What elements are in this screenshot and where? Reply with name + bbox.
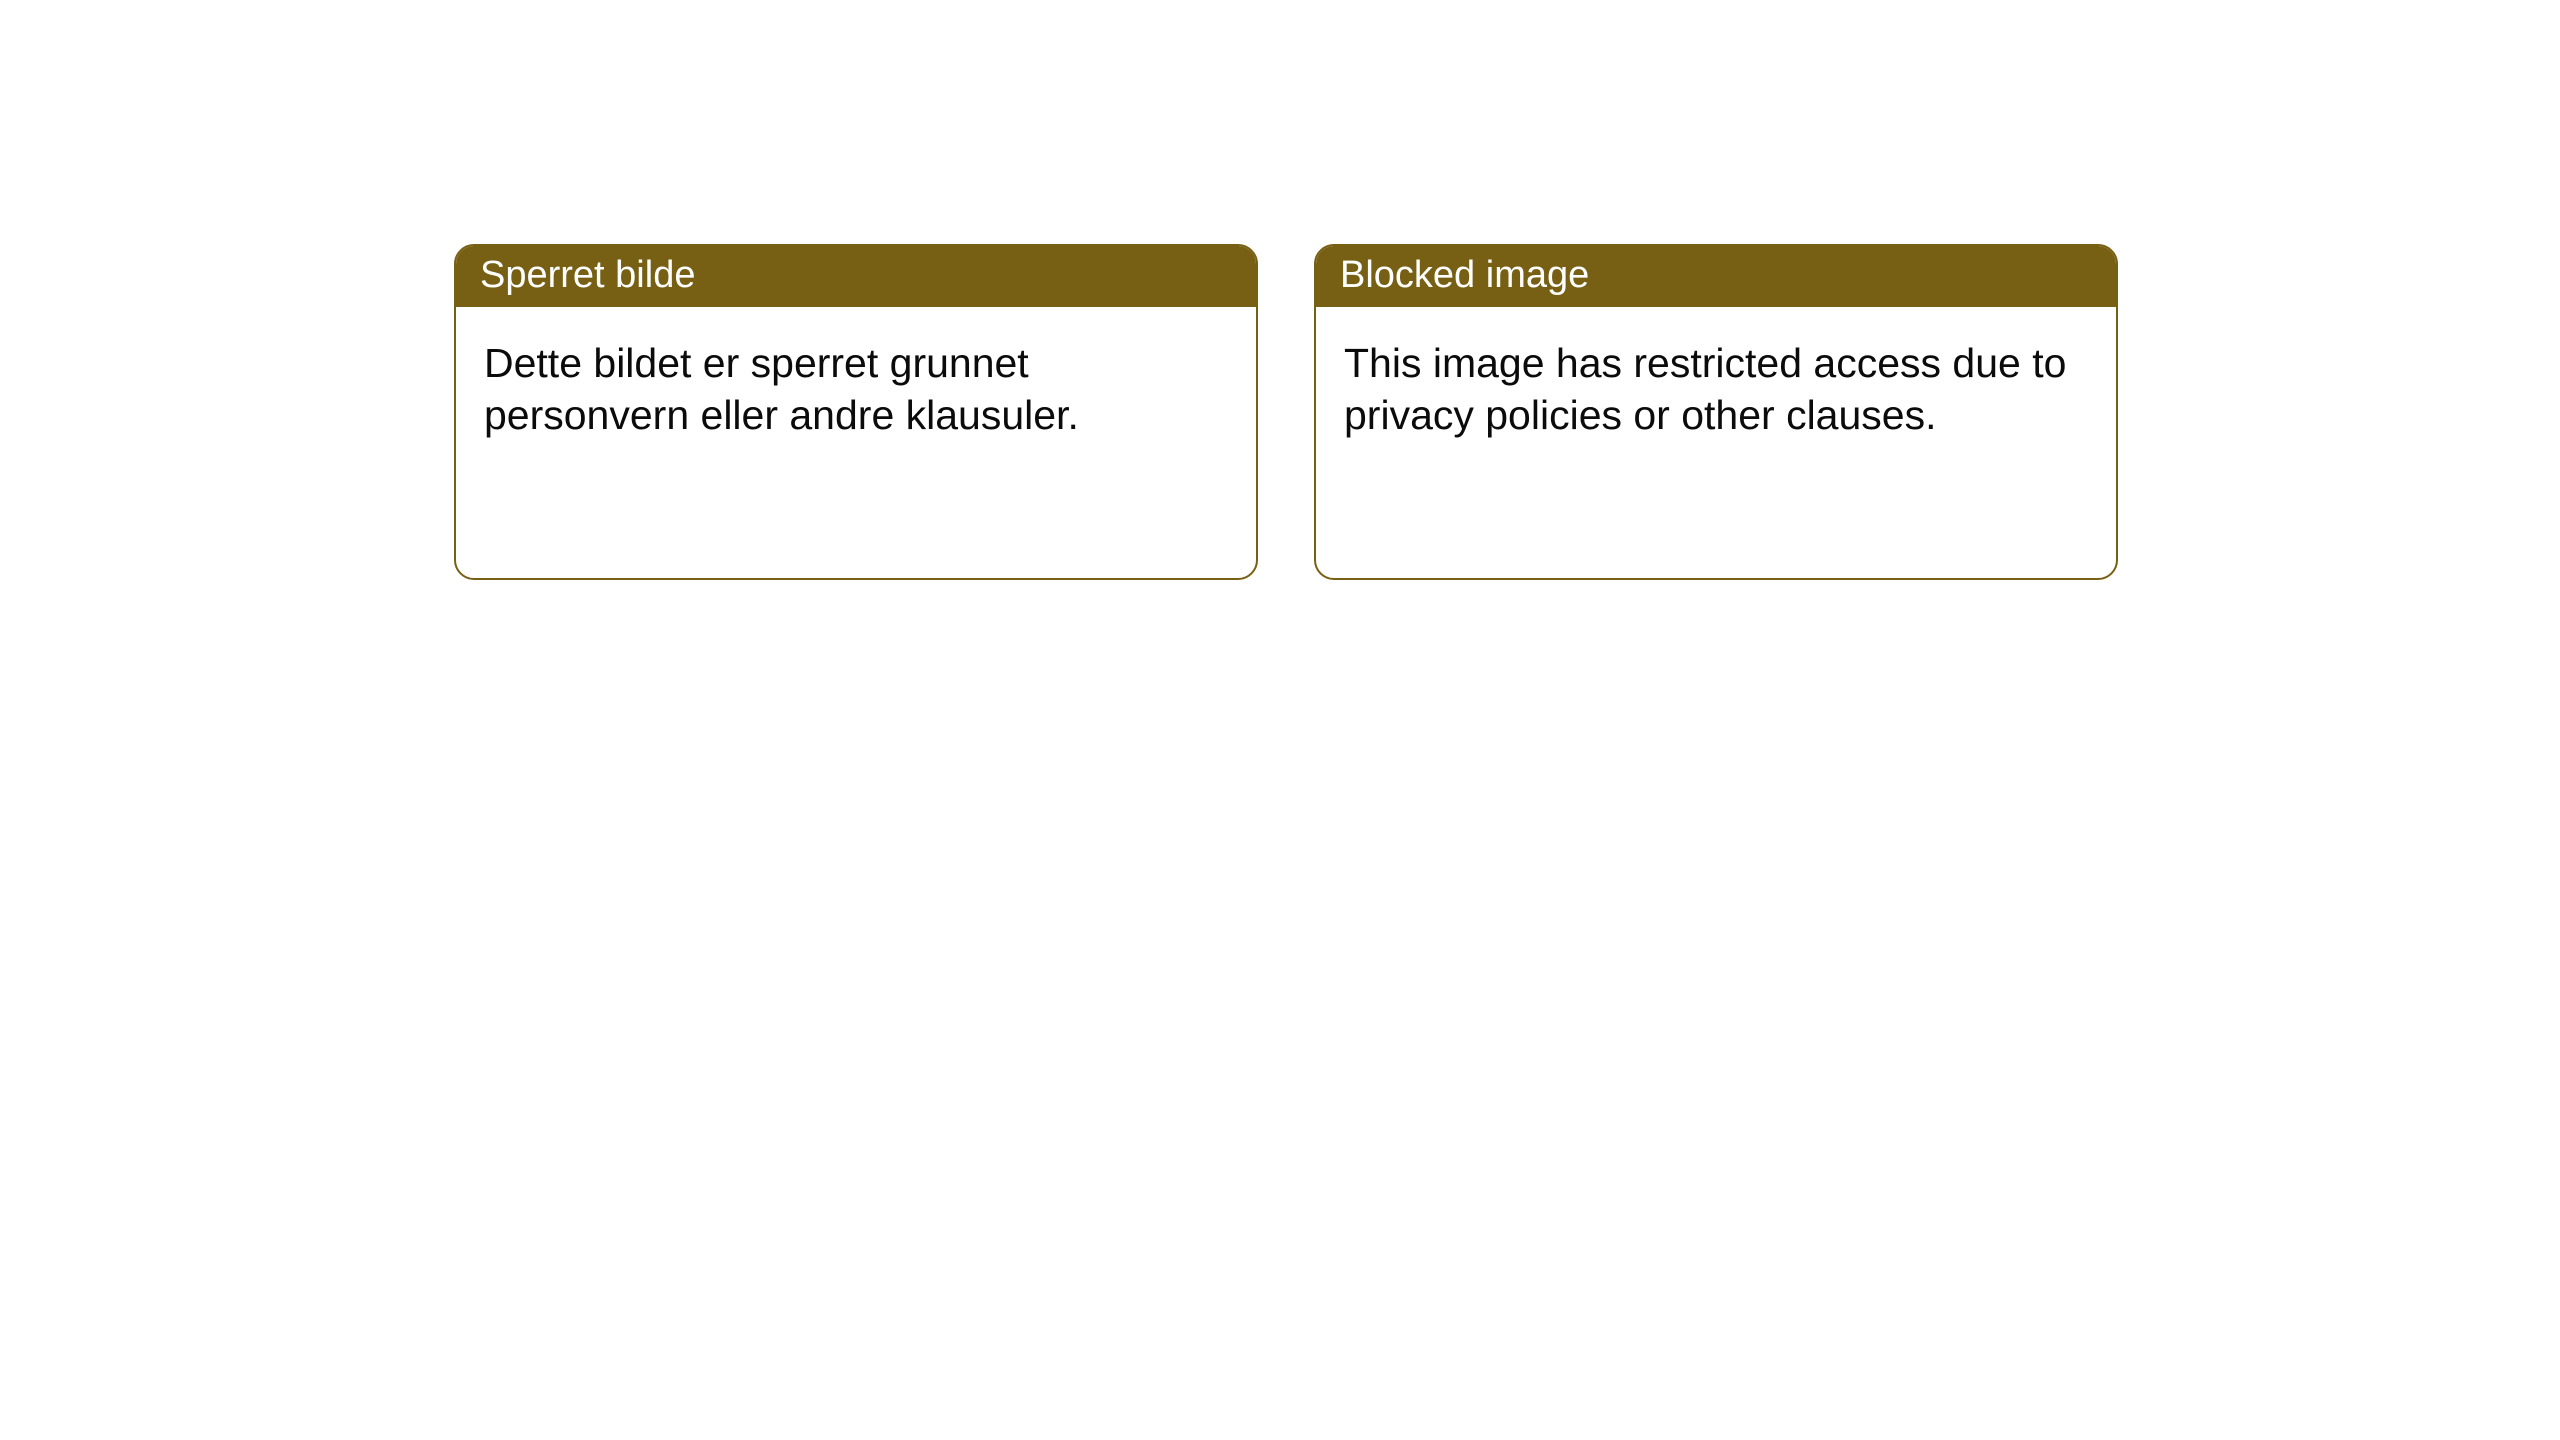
- notice-header-norwegian: Sperret bilde: [456, 246, 1256, 307]
- notice-body-norwegian: Dette bildet er sperret grunnet personve…: [456, 307, 1256, 472]
- notice-card-norwegian: Sperret bilde Dette bildet er sperret gr…: [454, 244, 1258, 580]
- notice-title-english: Blocked image: [1340, 254, 1589, 296]
- notice-text-norwegian: Dette bildet er sperret grunnet personve…: [484, 340, 1079, 438]
- notice-card-english: Blocked image This image has restricted …: [1314, 244, 2118, 580]
- notice-body-english: This image has restricted access due to …: [1316, 307, 2116, 472]
- notice-text-english: This image has restricted access due to …: [1344, 340, 2066, 438]
- notice-cards-container: Sperret bilde Dette bildet er sperret gr…: [454, 244, 2118, 580]
- notice-header-english: Blocked image: [1316, 246, 2116, 307]
- notice-title-norwegian: Sperret bilde: [480, 254, 695, 296]
